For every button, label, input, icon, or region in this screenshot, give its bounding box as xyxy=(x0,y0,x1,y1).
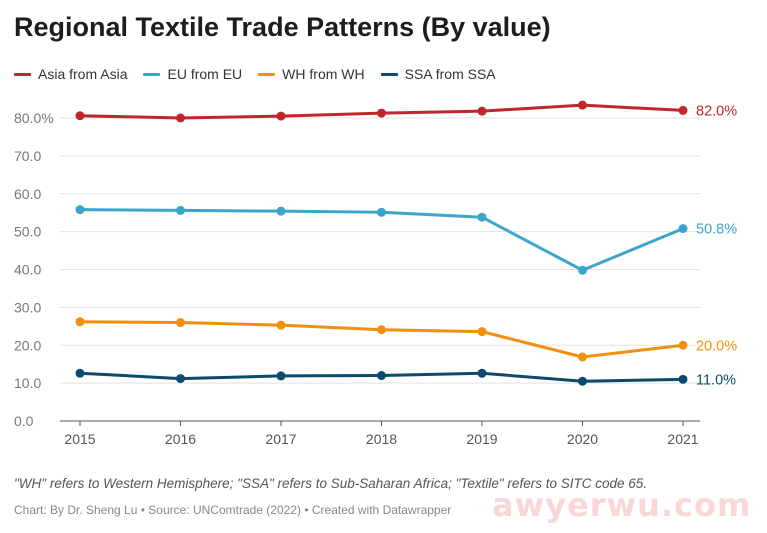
legend-swatch xyxy=(380,72,398,76)
y-tick-label: 50.0 xyxy=(14,224,41,240)
data-point xyxy=(276,111,286,121)
data-point xyxy=(75,317,85,327)
data-point xyxy=(377,325,386,335)
x-tick-label: 2018 xyxy=(366,431,397,447)
x-tick-label: 2021 xyxy=(667,431,698,447)
data-point xyxy=(578,100,587,110)
x-axis: 2015 2016 2017 2018 2019 2020 2021 xyxy=(64,421,699,447)
data-point xyxy=(176,318,185,328)
series-group: 82.0% 50.8% 20.0% 11.0% xyxy=(75,100,737,388)
data-point xyxy=(377,371,386,381)
data-point xyxy=(377,207,386,217)
x-tick-label: 2016 xyxy=(165,431,196,447)
x-tick-label: 2020 xyxy=(567,431,598,447)
legend-swatch xyxy=(14,72,31,76)
y-tick-label: 80.0% xyxy=(14,110,54,126)
y-axis: 0.0 10.0 20.0 30.0 40.0 50.0 60.0 70.0 80.0% xyxy=(14,110,54,429)
y-tick-label: 20.0 xyxy=(14,337,41,353)
legend-label: SSA from SSA xyxy=(404,66,496,82)
chart-note: "WH" refers to Western Hemisphere; "SSA"… xyxy=(14,476,647,491)
y-tick-label: 70.0 xyxy=(14,148,41,164)
chart-title: Regional Textile Trade Patterns (By valu… xyxy=(14,12,551,42)
grid-lines xyxy=(60,117,700,422)
legend-swatch xyxy=(258,72,276,76)
legend-label: WH from WH xyxy=(282,66,365,82)
data-point xyxy=(176,113,185,123)
y-tick-label: 10.0 xyxy=(14,375,41,391)
data-point xyxy=(276,206,286,216)
watermark-text: awyerwu.com xyxy=(492,486,752,524)
data-point xyxy=(578,352,587,362)
data-point xyxy=(75,205,85,215)
end-value-label: 11.0% xyxy=(696,372,736,388)
x-tick-label: 2017 xyxy=(265,431,296,447)
data-point xyxy=(477,106,487,116)
y-tick-label: 30.0 xyxy=(14,299,41,315)
chart-credit: Chart: By Dr. Sheng Lu • Source: UNComtr… xyxy=(14,503,452,517)
legend-swatch xyxy=(143,72,161,76)
data-point xyxy=(678,105,688,115)
legend-label: Asia from Asia xyxy=(38,66,128,82)
data-point xyxy=(678,340,688,350)
data-point xyxy=(75,111,85,121)
chart-legend: Asia from Asia EU from EU WH from WH SSA fr… xyxy=(14,66,496,82)
legend-label: EU from EU xyxy=(167,66,243,82)
data-point xyxy=(276,320,286,330)
data-point xyxy=(578,376,587,386)
data-point xyxy=(276,371,286,381)
data-point xyxy=(678,224,688,234)
legend-item: WH from WH xyxy=(258,66,365,82)
data-point xyxy=(477,327,487,337)
x-tick-label: 2019 xyxy=(466,431,497,447)
y-tick-label: 60.0 xyxy=(14,186,41,202)
x-tick-label: 2015 xyxy=(64,431,95,447)
legend-item: Asia from Asia xyxy=(14,66,127,82)
end-value-label: 50.8% xyxy=(696,222,737,238)
legend-item: EU from EU xyxy=(143,66,242,82)
series-line xyxy=(78,208,685,272)
data-point xyxy=(176,205,185,215)
legend-item: SSA from SSA xyxy=(380,66,496,82)
data-point xyxy=(578,265,587,275)
data-point xyxy=(678,374,688,384)
data-point xyxy=(176,374,185,384)
y-tick-label: 40.0 xyxy=(14,262,41,278)
data-point xyxy=(377,108,386,118)
end-value-label: 20.0% xyxy=(696,338,737,354)
data-point xyxy=(477,368,487,378)
data-point xyxy=(75,368,85,378)
y-tick-label: 0.0 xyxy=(14,413,34,429)
data-point xyxy=(477,212,487,222)
end-value-label: 82.0% xyxy=(696,103,737,119)
